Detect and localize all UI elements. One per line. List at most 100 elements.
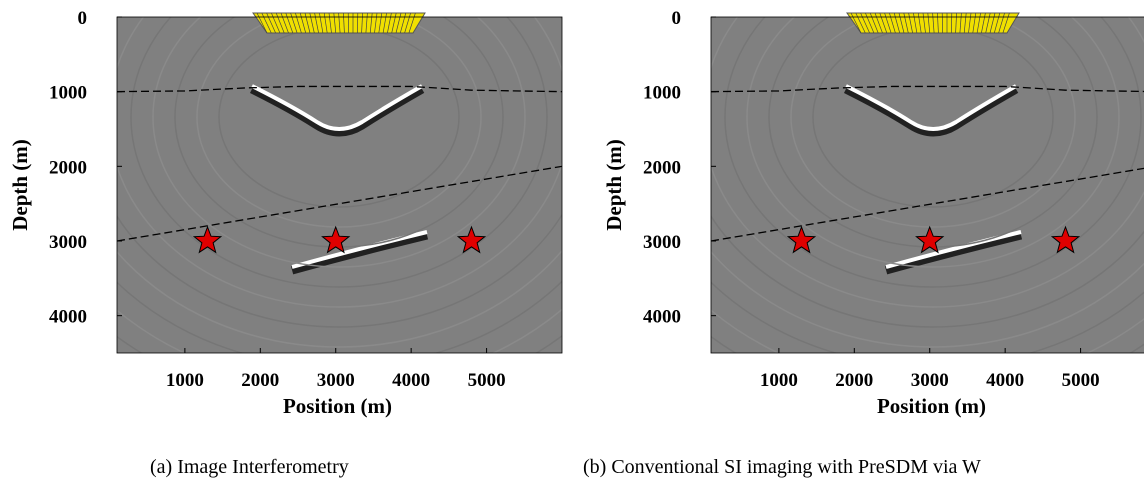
receiver bbox=[309, 12, 315, 34]
receiver bbox=[314, 12, 319, 34]
x-tick-label: 5000 bbox=[1062, 370, 1100, 391]
ripple bbox=[117, 249, 562, 348]
ripple bbox=[711, 250, 1144, 348]
source-star bbox=[321, 225, 351, 254]
receiver bbox=[941, 12, 944, 34]
image-content bbox=[711, 17, 1144, 353]
receiver bbox=[304, 12, 311, 34]
receiver bbox=[374, 12, 378, 34]
receiver bbox=[874, 12, 883, 34]
receiver bbox=[333, 12, 337, 34]
ripple bbox=[711, 17, 1144, 308]
receiver bbox=[972, 12, 977, 34]
receiver bbox=[976, 12, 981, 34]
y-axis-label: Depth (m) bbox=[602, 139, 626, 231]
axes-frame bbox=[710, 16, 1144, 354]
receiver bbox=[271, 12, 281, 34]
axes-frame bbox=[116, 16, 563, 354]
y-tick-label: 4000 bbox=[643, 307, 681, 328]
ripple bbox=[724, 17, 1142, 288]
ripple bbox=[117, 17, 562, 308]
x-axis-label: Position (m) bbox=[283, 394, 392, 418]
reflection-dark bbox=[843, 84, 1019, 137]
receiver bbox=[981, 12, 986, 34]
receiver bbox=[937, 12, 939, 34]
ripple bbox=[746, 17, 1120, 268]
source-star bbox=[456, 225, 487, 254]
x-tick-label: 5000 bbox=[468, 370, 506, 391]
receiver bbox=[963, 12, 967, 34]
y-axis-label: Depth (m) bbox=[8, 139, 32, 231]
ripple bbox=[152, 17, 526, 268]
receiver bbox=[932, 12, 935, 34]
receiver bbox=[387, 12, 392, 34]
receiver bbox=[985, 12, 991, 34]
receiver bbox=[299, 12, 307, 34]
interface-line bbox=[711, 85, 1144, 93]
receiver bbox=[266, 12, 276, 34]
receiver bbox=[285, 12, 294, 34]
y-tick-label: 2000 bbox=[49, 157, 87, 178]
x-tick-label: 1000 bbox=[166, 370, 204, 391]
y-tick-label: 2000 bbox=[643, 157, 681, 178]
source-star bbox=[192, 225, 223, 254]
interface-line bbox=[711, 167, 1144, 242]
receiver bbox=[328, 12, 332, 34]
x-tick-label: 2000 bbox=[835, 370, 873, 391]
receiver bbox=[850, 12, 862, 34]
x-tick-label: 4000 bbox=[986, 370, 1024, 391]
receiver bbox=[855, 12, 866, 34]
receiver bbox=[347, 12, 350, 34]
receiver bbox=[261, 12, 272, 34]
receiver bbox=[356, 12, 359, 34]
reflection-dark bbox=[884, 230, 1023, 275]
y-tick-label: 0 bbox=[78, 8, 88, 29]
interface-line bbox=[117, 165, 562, 242]
receiver bbox=[395, 12, 402, 34]
receiver bbox=[860, 12, 870, 34]
receiver bbox=[917, 12, 922, 34]
reflection-bright bbox=[251, 84, 423, 131]
receiver bbox=[256, 12, 268, 34]
y-tick-label: 1000 bbox=[49, 83, 87, 104]
y-tick-label: 1000 bbox=[643, 83, 681, 104]
source-star bbox=[1050, 225, 1081, 254]
receiver bbox=[913, 12, 918, 34]
ripple bbox=[130, 17, 548, 288]
receiver bbox=[399, 12, 407, 34]
receiver bbox=[993, 12, 1001, 34]
receiver bbox=[323, 12, 328, 34]
receiver bbox=[989, 12, 996, 34]
y-tick-label: 0 bbox=[672, 8, 682, 29]
ripple bbox=[117, 17, 562, 328]
receiver bbox=[908, 12, 913, 34]
receiver bbox=[879, 12, 888, 34]
receiver bbox=[1002, 12, 1010, 34]
receiver bbox=[408, 12, 416, 34]
x-axis-label: Position (m) bbox=[877, 394, 986, 418]
receiver bbox=[922, 12, 926, 34]
receiver bbox=[365, 12, 368, 34]
receiver bbox=[950, 12, 953, 34]
image-content bbox=[117, 17, 562, 348]
x-tick-label: 4000 bbox=[392, 370, 430, 391]
caption: (a) Image Interferometry bbox=[150, 456, 349, 478]
receiver bbox=[290, 12, 298, 34]
receiver bbox=[391, 12, 397, 34]
image-background bbox=[117, 17, 562, 353]
receiver bbox=[865, 12, 875, 34]
receiver-array bbox=[846, 12, 1020, 34]
panel: 1000 2000 3000 4000 500001000200030004000Pos… bbox=[583, 8, 1144, 478]
receiver bbox=[955, 12, 957, 34]
receiver bbox=[338, 12, 341, 34]
panel: 1000 2000 3000 4000 500001000200030004000Pos… bbox=[8, 8, 563, 478]
receiver bbox=[959, 12, 962, 34]
reflection-bright bbox=[845, 84, 1017, 131]
receiver bbox=[275, 12, 285, 34]
source-star bbox=[915, 225, 945, 254]
receiver bbox=[343, 12, 345, 34]
reflection-bright bbox=[291, 230, 428, 269]
interface-line bbox=[117, 85, 562, 93]
receiver bbox=[893, 12, 901, 34]
